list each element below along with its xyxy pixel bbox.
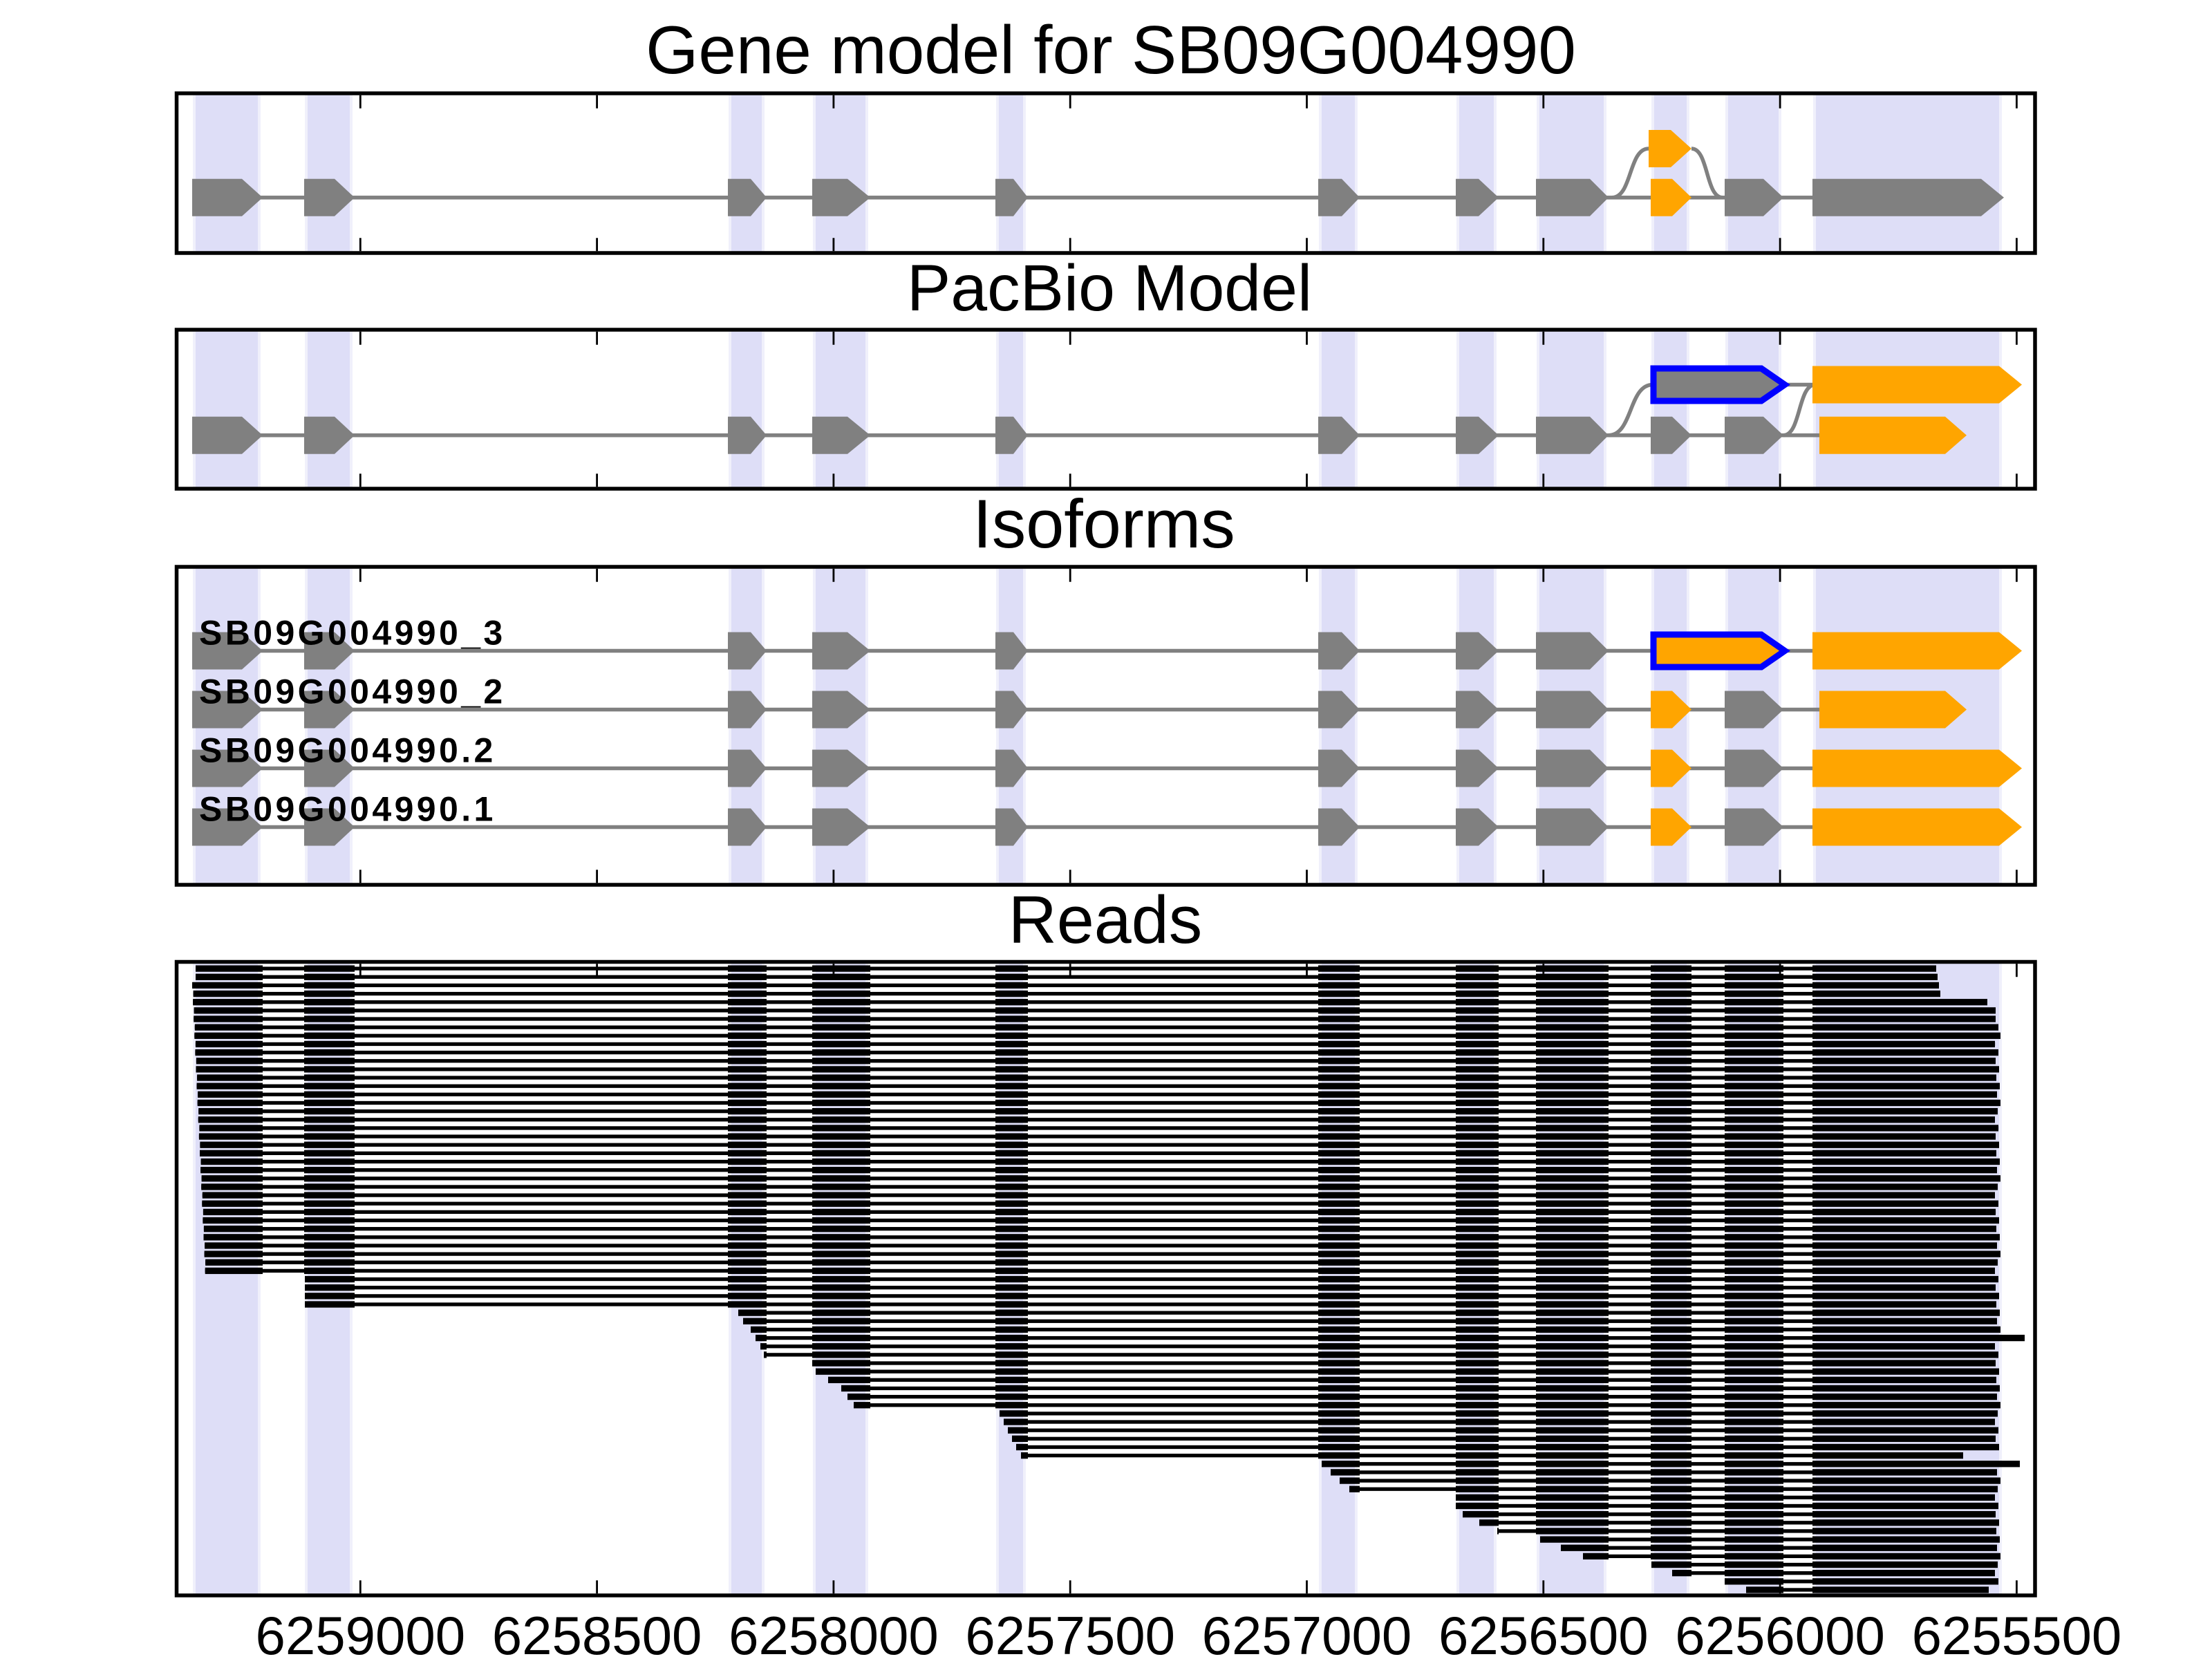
svg-text:SB09G004990_2: SB09G004990_2 xyxy=(199,673,506,711)
svg-text:Reads: Reads xyxy=(1009,882,1202,957)
svg-text:6258000: 6258000 xyxy=(729,1605,939,1659)
svg-text:6255500: 6255500 xyxy=(1912,1605,2122,1659)
svg-text:SB09G004990_3: SB09G004990_3 xyxy=(199,614,506,653)
svg-text:6257500: 6257500 xyxy=(965,1605,1175,1659)
svg-text:6256500: 6256500 xyxy=(1438,1605,1649,1659)
svg-text:Gene model for SB09G004990: Gene model for SB09G004990 xyxy=(646,12,1576,88)
svg-text:SB09G004990.1: SB09G004990.1 xyxy=(199,790,496,829)
svg-text:SB09G004990.2: SB09G004990.2 xyxy=(199,731,496,770)
svg-text:6256000: 6256000 xyxy=(1675,1605,1885,1659)
svg-text:6258500: 6258500 xyxy=(492,1605,702,1659)
svg-text:6259000: 6259000 xyxy=(255,1605,465,1659)
svg-text:Isoforms: Isoforms xyxy=(973,485,1235,562)
svg-text:PacBio Model: PacBio Model xyxy=(907,252,1312,325)
svg-text:6257000: 6257000 xyxy=(1202,1605,1412,1659)
